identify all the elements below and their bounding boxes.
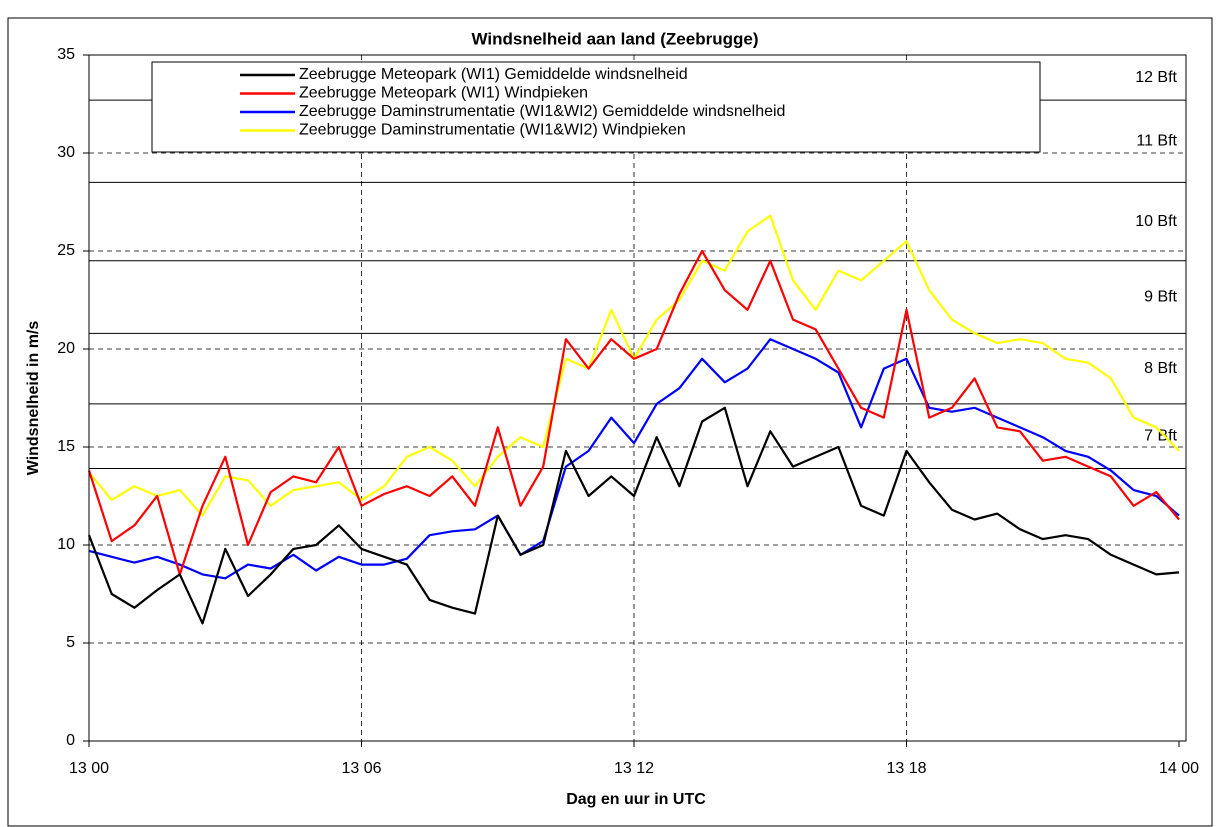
legend-label: Zeebrugge Daminstrumentatie (WI1&WI2) Wi… — [299, 122, 686, 139]
y-tick-label: 5 — [66, 634, 75, 651]
x-tick-label: 13 18 — [886, 760, 926, 777]
legend: Zeebrugge Meteopark (WI1) Gemiddelde win… — [151, 61, 1041, 153]
legend-label: Zeebrugge Meteopark (WI1) Windpieken — [299, 85, 588, 102]
grid: 0 5 10 15 20 25 30 35 13 00 13 06 13 12 13 18 14 00 7… — [57, 46, 1199, 777]
bft-label: 10 Bft — [1135, 213, 1177, 230]
bft-label: 7 Bft — [1144, 427, 1177, 444]
y-axis-title: Windsnelheid in m/s — [25, 321, 42, 476]
x-tick-label: 14 00 — [1159, 760, 1199, 777]
y-tick-label: 30 — [57, 144, 75, 161]
legend-label: Zeebrugge Daminstrumentatie (WI1&WI2) Ge… — [299, 103, 785, 120]
x-axis-title: Dag en uur in UTC — [566, 791, 706, 808]
y-tick-label: 20 — [57, 340, 75, 357]
bft-label: 8 Bft — [1144, 360, 1177, 377]
y-tick-label: 35 — [57, 46, 75, 63]
series-line — [88, 338, 1180, 580]
y-tick-label: 25 — [57, 242, 75, 259]
legend-label: Zeebrugge Meteopark (WI1) Gemiddelde win… — [299, 66, 688, 83]
y-tick-label: 10 — [57, 536, 75, 553]
bft-label: 9 Bft — [1144, 288, 1177, 305]
series-line — [87, 249, 1180, 576]
y-tick-label: 0 — [66, 732, 75, 749]
x-tick-label: 13 00 — [69, 760, 109, 777]
lines — [87, 214, 1180, 625]
chart-title: Windsnelheid aan land (Zeebrugge) — [472, 29, 759, 48]
legend-box — [151, 61, 1041, 153]
y-tick-label: 15 — [57, 438, 75, 455]
x-tick-label: 13 12 — [614, 760, 654, 777]
bft-label: 12 Bft — [1135, 69, 1177, 86]
x-tick-label: 13 06 — [341, 760, 381, 777]
bft-label: 11 Bft — [1136, 132, 1177, 149]
plot-frame — [88, 54, 1187, 742]
series-line — [87, 406, 1180, 625]
